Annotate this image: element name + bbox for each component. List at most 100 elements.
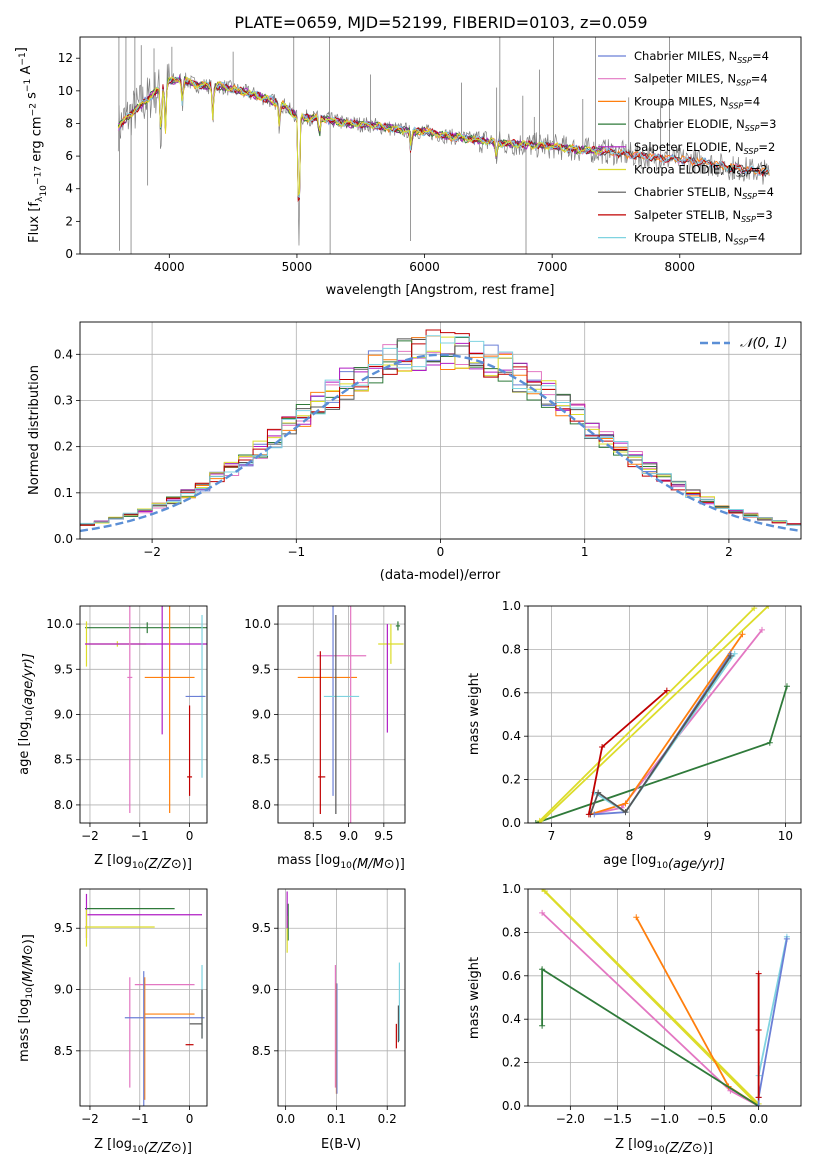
legend-count: =4 (752, 49, 769, 63)
plot-area (297, 606, 404, 823)
y-tick-label: 0 (65, 247, 73, 261)
legend-subscript: SSP (736, 170, 751, 179)
legend-label: Salpeter STELIB, NSSP=3 (634, 208, 773, 224)
label-part: age [log (603, 853, 656, 868)
label-part: erg cm (30, 116, 45, 165)
legend-label: 𝒩(0, 1) (740, 336, 787, 351)
legend-subscript: SSP (736, 79, 751, 88)
legend: Chabrier MILES, NSSP=4 Salpeter MILES, NS… (598, 49, 776, 247)
errorbar-point (127, 606, 133, 814)
x-tick-label: 0 (186, 829, 194, 843)
y-tick-label: 9.5 (252, 921, 271, 935)
legend-subscript: SSP (742, 192, 757, 201)
errorbar-point (144, 606, 195, 814)
y-tick-label: 10.0 (46, 617, 73, 631)
label-part: (Z/Z (144, 857, 172, 872)
legend-item: Kroupa STELIB, NSSP=4 (598, 231, 765, 247)
y-tick-label: 8.5 (252, 753, 271, 767)
legend-subscript: SSP (745, 124, 760, 133)
label-part: 10 (653, 1145, 665, 1155)
axes-frame: −2.0 −1.5 −1.0 −0.5 0.0 0.0 0.2 0.4 0.6 0.8 1.0 mas… (467, 882, 802, 1156)
x-tick-label: −2 (81, 829, 99, 843)
observed-spectrum (117, 63, 770, 246)
label-part: 10 (132, 861, 144, 871)
y-tick-label: 1.0 (502, 882, 521, 896)
y-tick-label: 10 (58, 84, 73, 98)
legend-item: Kroupa ELODIE, NSSP=2 (598, 163, 768, 179)
series-marker (739, 631, 746, 638)
figure-title: PLATE=0659, MJD=52199, FIBERID=0103, z=0… (234, 13, 647, 32)
x-axis-label: E(B-V) (321, 1137, 361, 1152)
x-tick-label: 9.0 (339, 829, 358, 843)
label-part: −1 (23, 79, 33, 92)
label-part: 10 (656, 861, 668, 871)
legend-subscript: SSP (741, 215, 756, 224)
series-marker (755, 1103, 762, 1106)
x-tick-label: −1.0 (650, 1112, 679, 1126)
label-part: s (24, 92, 39, 103)
plot-area (532, 606, 790, 823)
legend-subscript: SSP (734, 238, 749, 247)
label-part: ⊙ (692, 1141, 703, 1156)
legend-label: Kroupa ELODIE, NSSP=2 (634, 163, 768, 179)
x-tick-label: 8.5 (304, 829, 323, 843)
legend-label: Chabrier STELIB, NSSP=4 (634, 185, 774, 201)
axes-frame: 8.5 9.0 9.5 8.0 8.5 9.0 9.5 10.0 mass [log10(M/M… (244, 605, 406, 872)
axes-border (79, 36, 802, 255)
y-tick-label: 9.5 (54, 662, 73, 676)
label-part: mass weight (467, 673, 482, 755)
label-part: )] (21, 934, 36, 944)
y-tick-label: 9.0 (54, 983, 73, 997)
series-line (539, 606, 769, 823)
legend-count: =4 (751, 72, 768, 86)
x-axis-label: wavelength [Angstrom, rest frame] (326, 283, 555, 298)
x-tick-label: −2.0 (556, 1112, 585, 1126)
x-tick-label: 1 (581, 545, 589, 559)
y-tick-label: 0.3 (54, 393, 73, 407)
label-part: )] (182, 857, 192, 872)
label-part: 10 (132, 1145, 144, 1155)
series-marker (599, 744, 606, 751)
x-tick-label: −1.5 (603, 1112, 632, 1126)
x-axis-label: Z [log10(Z/Z⊙)] (94, 853, 192, 872)
label-part: )] (182, 1141, 192, 1156)
y-tick-label: 0.0 (502, 816, 521, 830)
y-tick-label: 0.8 (502, 925, 521, 939)
label-part: )] (703, 1141, 713, 1156)
series-marker (727, 652, 734, 659)
legend-item: Salpeter MILES, NSSP=4 (598, 72, 768, 88)
legend-item: Chabrier ELODIE, NSSP=3 (598, 117, 776, 133)
legend-count: =2 (758, 140, 775, 154)
model-spectrum-kroupa-elodie (117, 76, 604, 197)
x-tick-label: −1 (131, 829, 149, 843)
y-tick-label: 2 (65, 214, 73, 228)
mass-vs-ebv-panel: 0.0 0.1 0.2 8.5 9.0 9.5 E(B-V) (252, 888, 406, 1152)
x-tick-label: −2 (143, 545, 161, 559)
axes-frame: 7 8 9 10 0.0 0.2 0.4 0.6 0.8 1.0 mass weight age [l… (467, 599, 802, 872)
label-part: 10 (340, 861, 352, 871)
x-tick-label: 0.0 (276, 1112, 295, 1126)
label-part: )] (395, 857, 405, 872)
axes-border (277, 888, 406, 1107)
y-tick-label: 8.5 (54, 753, 73, 767)
label-part: (age/yr)] (21, 653, 36, 710)
y-tick-label: 8.0 (252, 798, 271, 812)
legend-count: =3 (760, 117, 777, 131)
label-part: 10 (25, 710, 35, 722)
y-axis-label: mass weight (467, 673, 482, 755)
series-line (539, 607, 755, 822)
y-tick-label: 6 (65, 149, 73, 163)
y-tick-label: 8.5 (54, 1044, 73, 1058)
y-tick-label: 0.0 (54, 532, 73, 546)
y-tick-label: 10.0 (244, 617, 271, 631)
x-tick-label: 6000 (409, 260, 440, 274)
plot-area (80, 329, 801, 533)
legend-item: Chabrier STELIB, NSSP=4 (598, 185, 774, 201)
label-part: age [log (17, 722, 32, 775)
model-spectrum-salpeter-stelib (120, 76, 770, 203)
